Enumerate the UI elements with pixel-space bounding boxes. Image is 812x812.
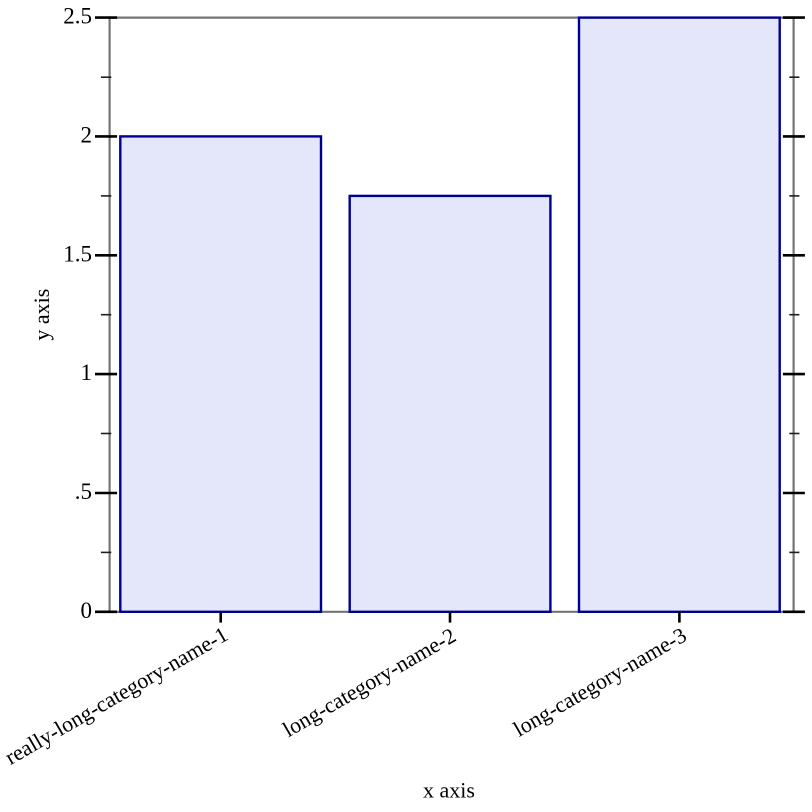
svg-text:1: 1 xyxy=(81,360,93,385)
svg-text:long-category-name-3: long-category-name-3 xyxy=(509,622,691,741)
svg-text:long-category-name-2: long-category-name-2 xyxy=(278,623,460,742)
svg-text:y axis: y axis xyxy=(29,289,54,341)
svg-text:x axis: x axis xyxy=(423,778,475,803)
svg-text:2: 2 xyxy=(81,123,93,148)
svg-text:1.5: 1.5 xyxy=(63,241,92,266)
svg-text:2.5: 2.5 xyxy=(63,4,92,29)
svg-text:0: 0 xyxy=(81,598,93,623)
svg-text:really-long-category-name-1: really-long-category-name-1 xyxy=(1,621,232,769)
svg-text:.5: .5 xyxy=(75,479,92,504)
